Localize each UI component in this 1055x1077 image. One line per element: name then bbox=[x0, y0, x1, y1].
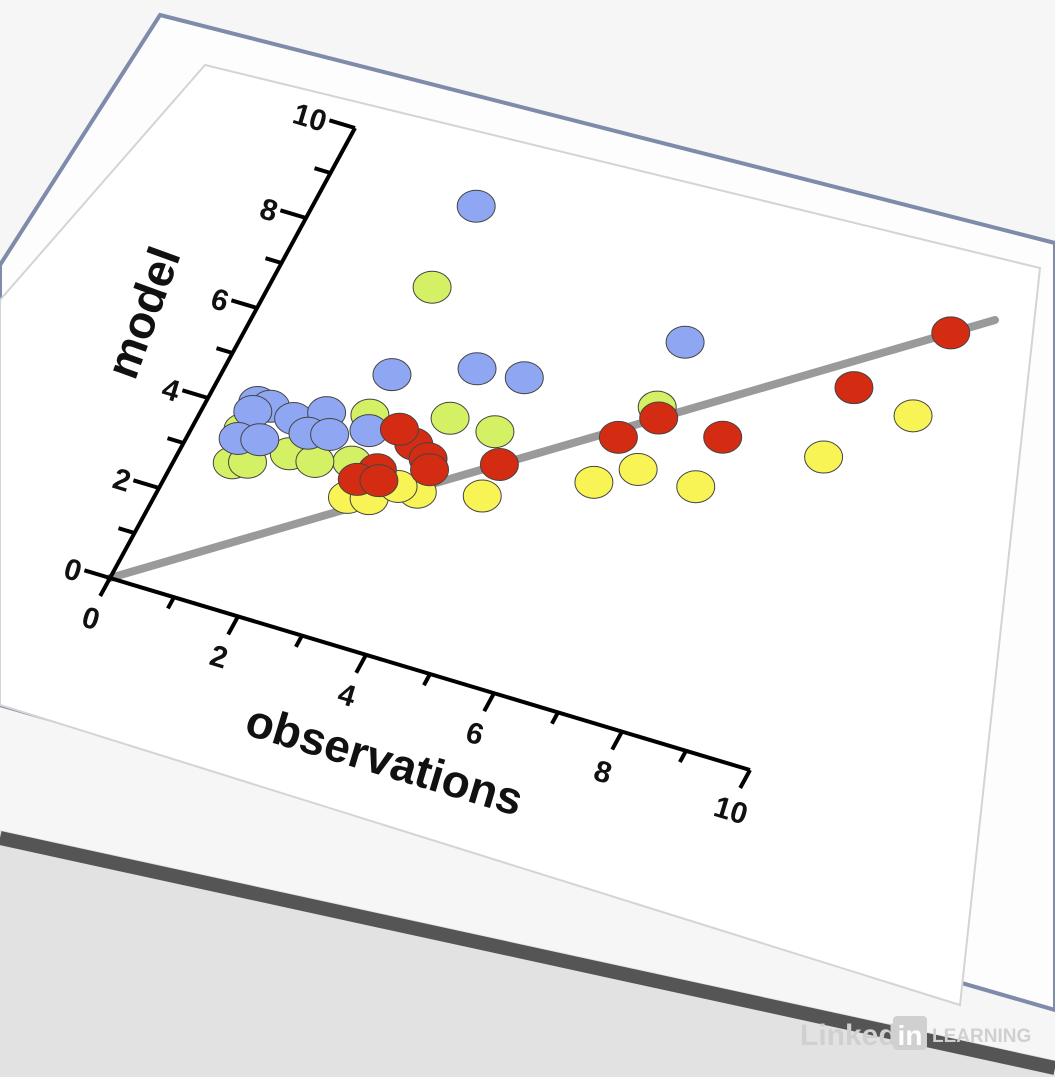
point bbox=[456, 189, 496, 223]
point bbox=[574, 465, 614, 499]
x-tick bbox=[422, 673, 432, 687]
x-tick bbox=[166, 596, 176, 610]
point bbox=[240, 423, 280, 457]
x-tick bbox=[738, 769, 752, 789]
point bbox=[665, 325, 705, 359]
y-tick bbox=[117, 526, 136, 535]
point bbox=[893, 399, 933, 433]
point bbox=[834, 371, 874, 405]
x-tick bbox=[550, 711, 560, 725]
point bbox=[475, 415, 515, 449]
y-tick bbox=[313, 166, 332, 175]
x-tick bbox=[294, 634, 304, 648]
tablet-edge bbox=[0, 831, 1055, 1075]
y-tick bbox=[215, 346, 234, 355]
point bbox=[703, 420, 743, 454]
point bbox=[639, 401, 679, 435]
point bbox=[462, 479, 502, 513]
x-tick bbox=[226, 615, 240, 636]
x-tick bbox=[610, 730, 624, 751]
y-tick bbox=[132, 478, 160, 490]
y-tick bbox=[83, 568, 111, 580]
y-tick bbox=[264, 256, 283, 265]
y-tick bbox=[279, 208, 307, 220]
point bbox=[457, 352, 497, 386]
x-tick bbox=[482, 692, 496, 713]
watermark-brand: Linked bbox=[800, 1019, 897, 1052]
watermark-product: LEARNING bbox=[932, 1026, 1031, 1047]
point bbox=[430, 401, 470, 435]
point bbox=[676, 470, 716, 504]
x-tick bbox=[354, 653, 368, 674]
y-tick bbox=[181, 388, 209, 400]
point bbox=[479, 447, 519, 481]
y-tick bbox=[166, 436, 185, 445]
watermark-badge: in bbox=[898, 1020, 923, 1051]
point bbox=[618, 452, 658, 486]
point bbox=[359, 464, 399, 498]
reference-line bbox=[106, 316, 999, 582]
point bbox=[310, 417, 350, 451]
y-tick bbox=[230, 298, 258, 310]
point bbox=[379, 412, 419, 446]
point bbox=[410, 453, 450, 487]
point bbox=[598, 420, 638, 454]
point bbox=[931, 316, 971, 350]
point bbox=[412, 270, 452, 304]
y-tick bbox=[328, 118, 356, 130]
point bbox=[504, 361, 544, 395]
x-tick bbox=[98, 577, 112, 597]
point bbox=[372, 358, 412, 392]
watermark-badge-box bbox=[893, 1016, 927, 1050]
x-tick bbox=[678, 749, 688, 764]
point bbox=[804, 440, 844, 474]
